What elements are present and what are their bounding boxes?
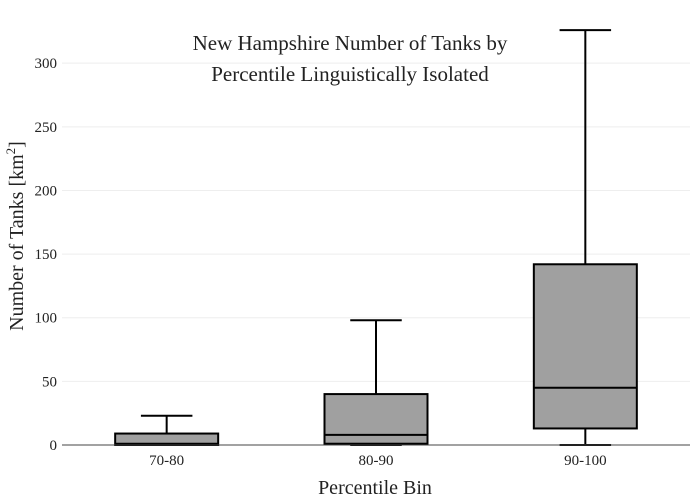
- chart-title-line-1: New Hampshire Number of Tanks by: [193, 31, 508, 55]
- y-tick-label: 250: [35, 120, 58, 136]
- chart-title-line-2: Percentile Linguistically Isolated: [211, 62, 489, 86]
- y-tick-label: 100: [35, 311, 58, 327]
- x-tick-label: 90-100: [564, 453, 607, 469]
- y-axis-title-main: Number of Tanks [km: [6, 154, 28, 331]
- box-rect: [323, 393, 429, 445]
- x-tick-label: 80-90: [359, 453, 394, 469]
- y-tick-label: 0: [50, 438, 58, 454]
- y-tick-label: 200: [35, 183, 58, 199]
- x-tick-label: 70-80: [149, 453, 184, 469]
- y-tick-labels: 0 50 100 150 200 250 300: [35, 56, 58, 454]
- y-tick-label: 300: [35, 56, 58, 72]
- box-rect: [532, 263, 638, 430]
- box-90-100: [532, 29, 638, 446]
- box-70-80: [114, 414, 220, 446]
- y-axis-title-superscript: 2: [3, 148, 18, 155]
- x-tick-labels: 70-80 80-90 90-100: [149, 453, 606, 469]
- boxes: [114, 29, 638, 446]
- y-tick-label: 150: [35, 247, 58, 263]
- x-axis-title: Percentile Bin: [318, 477, 432, 499]
- y-tick-label: 50: [42, 374, 57, 390]
- y-axis-title: Number of Tanks [km2]: [3, 141, 28, 331]
- y-axis-title-end: ]: [6, 141, 28, 148]
- box-80-90: [323, 319, 429, 446]
